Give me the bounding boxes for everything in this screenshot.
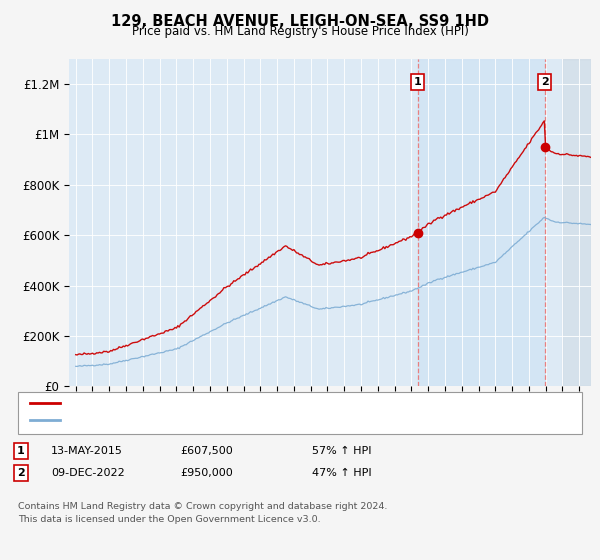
Text: 2: 2 xyxy=(17,468,25,478)
Text: £607,500: £607,500 xyxy=(180,446,233,456)
Text: Price paid vs. HM Land Registry's House Price Index (HPI): Price paid vs. HM Land Registry's House … xyxy=(131,25,469,38)
Text: 129, BEACH AVENUE, LEIGH-ON-SEA, SS9 1HD: 129, BEACH AVENUE, LEIGH-ON-SEA, SS9 1HD xyxy=(111,14,489,29)
Text: HPI: Average price, detached house, Southend-on-Sea: HPI: Average price, detached house, Sout… xyxy=(69,415,352,425)
Text: 57% ↑ HPI: 57% ↑ HPI xyxy=(312,446,371,456)
Text: £950,000: £950,000 xyxy=(180,468,233,478)
Text: 1: 1 xyxy=(414,77,421,87)
Text: 2: 2 xyxy=(541,77,548,87)
Text: 1: 1 xyxy=(17,446,25,456)
Text: Contains HM Land Registry data © Crown copyright and database right 2024.: Contains HM Land Registry data © Crown c… xyxy=(18,502,388,511)
Text: 47% ↑ HPI: 47% ↑ HPI xyxy=(312,468,371,478)
Text: 129, BEACH AVENUE, LEIGH-ON-SEA, SS9 1HD (detached house): 129, BEACH AVENUE, LEIGH-ON-SEA, SS9 1HD… xyxy=(69,398,405,408)
Bar xyxy=(418,59,545,386)
Text: 13-MAY-2015: 13-MAY-2015 xyxy=(51,446,123,456)
Bar xyxy=(562,59,591,386)
Text: 09-DEC-2022: 09-DEC-2022 xyxy=(51,468,125,478)
Text: This data is licensed under the Open Government Licence v3.0.: This data is licensed under the Open Gov… xyxy=(18,515,320,524)
